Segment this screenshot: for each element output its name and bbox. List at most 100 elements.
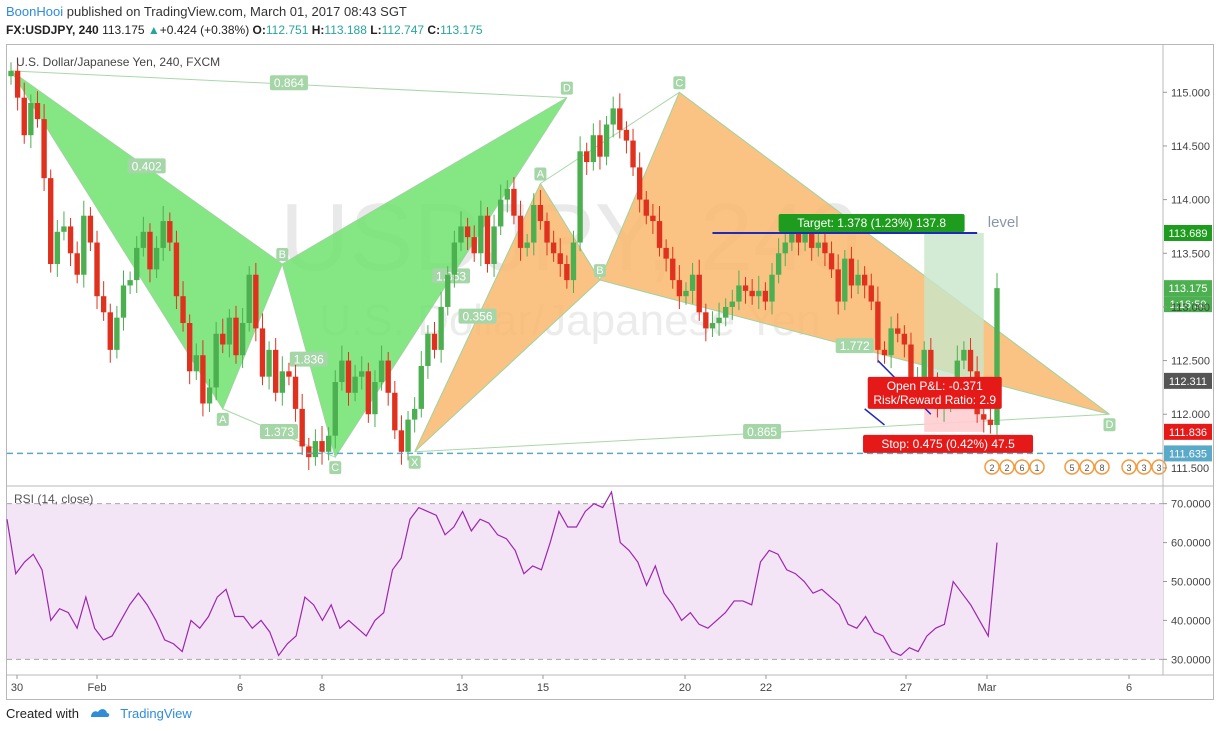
event-mark-icon xyxy=(1064,459,1080,475)
candle-body xyxy=(153,247,160,270)
candle-body xyxy=(881,349,888,356)
candle-body xyxy=(411,408,418,420)
candle-body xyxy=(67,226,74,254)
candle-body xyxy=(636,167,643,200)
candle-body xyxy=(782,242,788,254)
candle-body xyxy=(756,290,762,297)
high-label: H: xyxy=(311,23,325,37)
created-with-text: Created with xyxy=(6,706,79,721)
candle-body xyxy=(623,129,630,141)
time-tick-label: 30 xyxy=(11,682,23,694)
candle-body xyxy=(584,151,590,163)
open-value: 112.751 xyxy=(265,23,309,37)
instrument-legend: U.S. Dollar/Japanese Yen, 240, FXCM xyxy=(16,55,220,69)
candle-body xyxy=(246,274,252,324)
candle-body xyxy=(630,140,636,168)
rsi-tick-label: 40.0000 xyxy=(1171,615,1211,627)
candle-body xyxy=(928,349,934,388)
candle-body xyxy=(167,221,173,243)
price-badge-label: 111.836 xyxy=(1169,427,1207,439)
price-tick-label: 112.500 xyxy=(1171,356,1210,368)
candle-body xyxy=(273,349,279,393)
candle-body xyxy=(775,253,782,275)
candle-body xyxy=(835,269,841,302)
event-mark-label: 2 xyxy=(1004,463,1009,473)
event-mark-icon xyxy=(1014,459,1030,475)
candle-body xyxy=(736,285,742,302)
candle-body xyxy=(359,371,365,377)
candle-body xyxy=(312,441,319,458)
pattern-point-label: X xyxy=(411,457,419,469)
candle-body xyxy=(41,119,47,179)
chart-frame[interactable] xyxy=(6,44,1214,700)
candle-body xyxy=(689,274,696,291)
candle-body xyxy=(239,323,246,356)
time-tick-label: Feb xyxy=(88,682,107,694)
candle-body xyxy=(107,312,113,350)
candle-body xyxy=(617,108,623,130)
candle-body xyxy=(875,301,881,350)
candle-body xyxy=(683,290,689,297)
candle-body xyxy=(696,274,702,313)
candle-body xyxy=(226,317,233,345)
tradingview-link[interactable]: TradingView xyxy=(120,706,192,721)
candle-body xyxy=(842,258,848,302)
pattern-point-badge xyxy=(560,81,573,95)
pattern-ratio-badge xyxy=(432,268,471,284)
rsi-legend: RSI (14, close) xyxy=(14,492,93,506)
candle-body xyxy=(577,151,583,243)
candle-body xyxy=(762,290,769,302)
candle-body xyxy=(21,97,27,136)
pattern-ratio-label: 1.836 xyxy=(294,353,324,367)
candle-body xyxy=(504,188,510,200)
price-badge xyxy=(1164,224,1212,241)
candle-body xyxy=(517,215,524,248)
candle-body xyxy=(28,103,34,136)
pattern-ratio-label: 1.373 xyxy=(264,425,294,439)
pattern-point-label: D xyxy=(563,83,571,95)
rsi-tick-label: 30.0000 xyxy=(1171,654,1211,666)
candle-body xyxy=(180,296,186,324)
candle-body xyxy=(848,258,855,286)
candle-body xyxy=(802,226,808,243)
candle-body xyxy=(670,258,676,281)
pattern-ratio-label: 0.402 xyxy=(132,159,162,173)
pattern-ratio-label: 0.865 xyxy=(747,425,777,439)
channel-line xyxy=(864,408,885,426)
open-pl-label: Open P&L: -0.371 xyxy=(887,379,983,393)
candle-body xyxy=(908,344,914,388)
stop-label: Stop: 0.475 (0.42%) 47.5 xyxy=(881,437,1015,451)
published-text: published on TradingView.com, March 01, … xyxy=(66,4,407,19)
candle-body xyxy=(233,317,239,356)
price-badge-label: 111.635 xyxy=(1169,448,1207,460)
pattern-point-label: D xyxy=(1106,419,1114,431)
time-tick-label: 27 xyxy=(900,682,912,694)
footer: Created with TradingView xyxy=(6,704,192,724)
level-text: level xyxy=(988,214,1019,231)
event-mark-icon xyxy=(1079,459,1095,475)
candle-body xyxy=(279,371,286,393)
candle-body xyxy=(544,221,550,243)
candle-body xyxy=(160,221,166,248)
time-tick-label: 20 xyxy=(679,682,691,694)
change-value: +0.424 (+0.38%) xyxy=(159,23,250,37)
event-mark-label: 1 xyxy=(1034,463,1039,473)
countdown-badge xyxy=(1164,296,1212,313)
candle-body xyxy=(100,296,107,313)
candle-body xyxy=(458,226,464,243)
candle-body xyxy=(378,360,385,383)
candle-body xyxy=(650,215,656,222)
candle-body xyxy=(114,317,120,350)
countdown-label: 1:16:50 xyxy=(1170,299,1207,311)
pattern-ratio-badge xyxy=(269,75,308,91)
rsi-line xyxy=(6,490,998,657)
candle-body xyxy=(550,242,557,254)
time-tick-label: 8 xyxy=(319,682,325,694)
pattern-ratio-badge xyxy=(127,158,166,174)
price-tick-label: 113.000 xyxy=(1171,302,1210,314)
price-badge-label: 112.311 xyxy=(1169,376,1207,388)
candle-body xyxy=(994,288,1000,425)
author-link[interactable]: BoonHooi xyxy=(6,4,64,19)
event-mark-icon xyxy=(1094,459,1110,475)
